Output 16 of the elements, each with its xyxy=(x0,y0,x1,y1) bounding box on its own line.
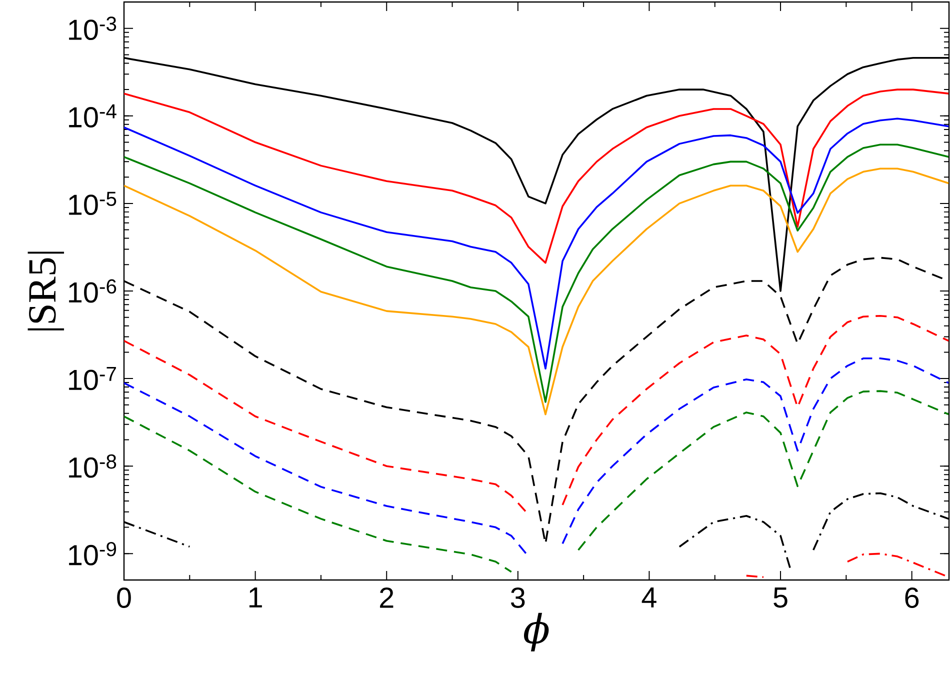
x-tick-label: 2 xyxy=(380,588,394,608)
y-tick-label: 10$^{-7}$ xyxy=(69,366,116,390)
x-tick-label: 3 xyxy=(510,588,525,608)
y-tick-label: 10$^{-6}$ xyxy=(69,279,116,303)
x-tick-label: 5 xyxy=(774,588,788,608)
x-tick-label: 4 xyxy=(642,588,656,608)
y-tick-label: 10$^{-4}$ xyxy=(69,104,116,128)
x-axis-title: ϕ xyxy=(524,612,549,652)
y-tick-label: 10$^{-9}$ xyxy=(69,542,116,566)
x-tick-label: 6 xyxy=(905,588,919,608)
y-tick-label: 10$^{-3}$ xyxy=(69,16,116,40)
y-tick-label: 10$^{-8}$ xyxy=(69,454,116,478)
y-axis-title: |SR5| xyxy=(28,252,64,330)
y-tick-label: 10$^{-5}$ xyxy=(69,192,116,216)
x-tick-label: 1 xyxy=(249,588,262,608)
x-tick-label: 0 xyxy=(117,588,131,608)
